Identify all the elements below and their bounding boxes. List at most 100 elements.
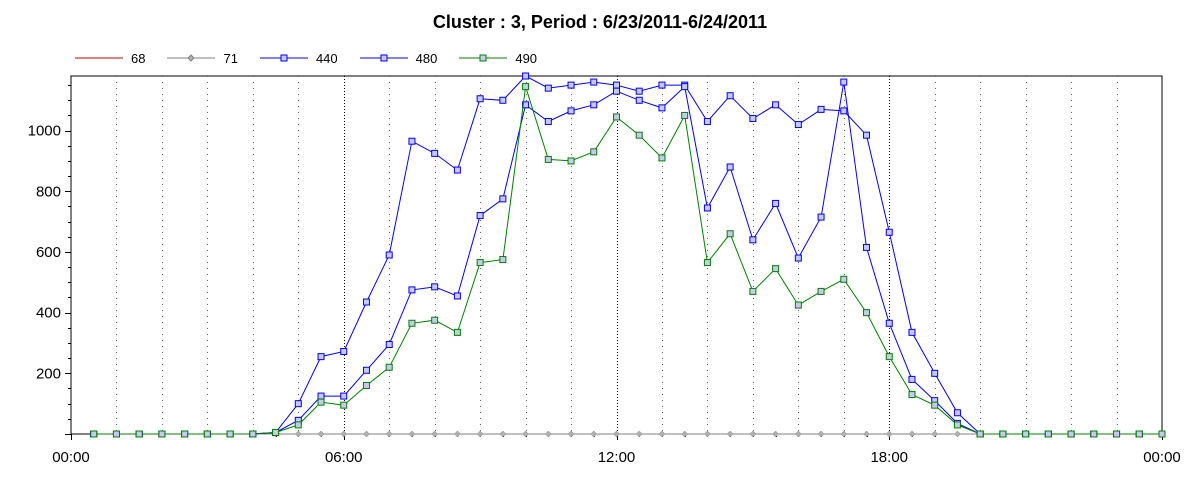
data-point-71 xyxy=(726,430,734,438)
plot-area xyxy=(70,75,1163,435)
data-point-71 xyxy=(658,430,666,438)
data-point-440 xyxy=(885,228,893,236)
data-point-490 xyxy=(362,381,370,389)
data-point-490 xyxy=(953,421,961,429)
data-point-71 xyxy=(454,430,461,438)
legend: 68 71 440 480 490 xyxy=(75,50,559,66)
data-point-440 xyxy=(703,118,711,126)
series-line-490 xyxy=(93,86,1162,435)
data-point-490 xyxy=(749,287,757,295)
legend-label: 71 xyxy=(223,50,238,66)
data-point-440 xyxy=(408,137,416,145)
data-point-490 xyxy=(1022,430,1030,438)
data-point-480 xyxy=(590,101,598,109)
data-point-440 xyxy=(635,87,643,95)
data-point-71 xyxy=(817,430,825,438)
data-point-71 xyxy=(635,430,643,438)
legend-label: 480 xyxy=(415,50,438,66)
chart-title: Cluster : 3, Period : 6/23/2011-6/24/201… xyxy=(432,12,768,32)
data-point-490 xyxy=(681,111,689,119)
data-point-440 xyxy=(908,328,916,336)
data-point-440 xyxy=(658,81,666,89)
data-point-480 xyxy=(453,292,461,300)
data-point-490 xyxy=(226,430,234,438)
data-point-440 xyxy=(863,131,871,139)
data-point-71 xyxy=(590,430,598,438)
data-point-490 xyxy=(908,391,916,399)
data-point-490 xyxy=(1044,430,1052,438)
data-point-480 xyxy=(362,366,370,374)
data-point-490 xyxy=(703,259,711,267)
legend-swatch xyxy=(259,54,308,62)
data-point-440 xyxy=(840,107,848,115)
legend-label: 490 xyxy=(515,50,538,66)
legend-item-480: 480 xyxy=(359,50,438,66)
data-point-480 xyxy=(544,118,552,126)
legend-swatch xyxy=(359,54,408,62)
data-point-480 xyxy=(749,236,757,244)
data-point-440 xyxy=(317,353,325,361)
data-point-71 xyxy=(681,430,689,438)
data-point-440 xyxy=(567,81,575,89)
data-point-480 xyxy=(658,104,666,112)
data-point-490 xyxy=(613,113,620,121)
data-point-440 xyxy=(590,78,598,86)
data-point-71 xyxy=(363,430,370,438)
data-point-480 xyxy=(681,83,689,91)
data-point-71 xyxy=(567,430,575,438)
data-point-480 xyxy=(431,283,439,291)
data-point-71 xyxy=(863,430,870,438)
data-point-440 xyxy=(522,72,530,80)
data-point-440 xyxy=(431,149,439,157)
data-point-480 xyxy=(885,319,893,327)
data-point-490 xyxy=(249,430,257,438)
data-point-490 xyxy=(181,430,189,438)
data-point-71 xyxy=(885,430,893,438)
data-point-490 xyxy=(840,275,848,283)
data-point-490 xyxy=(590,148,598,156)
legend-item-440: 440 xyxy=(259,51,338,66)
y-tick-label: 600 xyxy=(36,244,61,261)
x-tick-label: 06:00 xyxy=(325,449,363,466)
data-point-490 xyxy=(726,230,734,238)
data-point-480 xyxy=(772,199,780,207)
data-point-440 xyxy=(453,166,461,174)
data-point-480 xyxy=(408,286,416,294)
data-point-440 xyxy=(749,114,757,122)
data-point-490 xyxy=(112,430,120,438)
data-point-490 xyxy=(1113,430,1121,438)
data-point-480 xyxy=(317,392,325,400)
data-point-71 xyxy=(544,430,552,438)
data-point-71 xyxy=(954,430,961,438)
data-point-490 xyxy=(431,316,439,324)
data-point-440 xyxy=(953,409,961,417)
data-point-490 xyxy=(408,319,416,327)
legend-item-68: 68 xyxy=(75,51,145,66)
data-point-490 xyxy=(385,363,393,371)
data-point-480 xyxy=(522,101,530,109)
data-point-490 xyxy=(885,353,893,361)
x-tick-label: 00:00 xyxy=(52,449,90,466)
data-point-490 xyxy=(635,131,643,139)
data-point-490 xyxy=(931,401,939,409)
data-point-480 xyxy=(567,107,575,115)
data-point-71 xyxy=(840,430,848,438)
data-point-440 xyxy=(772,101,780,109)
data-point-490 xyxy=(999,430,1007,438)
data-point-71 xyxy=(794,430,802,438)
data-point-490 xyxy=(90,430,98,438)
data-point-71 xyxy=(613,430,620,438)
data-point-490 xyxy=(772,265,780,273)
data-point-490 xyxy=(1135,430,1143,438)
data-point-71 xyxy=(476,430,484,438)
x-tick-label: 18:00 xyxy=(870,449,908,466)
data-point-480 xyxy=(703,204,711,212)
y-tick-label: 400 xyxy=(36,305,61,322)
data-point-440 xyxy=(613,81,620,89)
data-point-480 xyxy=(635,96,643,104)
legend-swatch xyxy=(167,54,216,62)
data-point-440 xyxy=(476,95,484,103)
data-point-440 xyxy=(294,400,302,408)
data-point-490 xyxy=(272,428,280,436)
